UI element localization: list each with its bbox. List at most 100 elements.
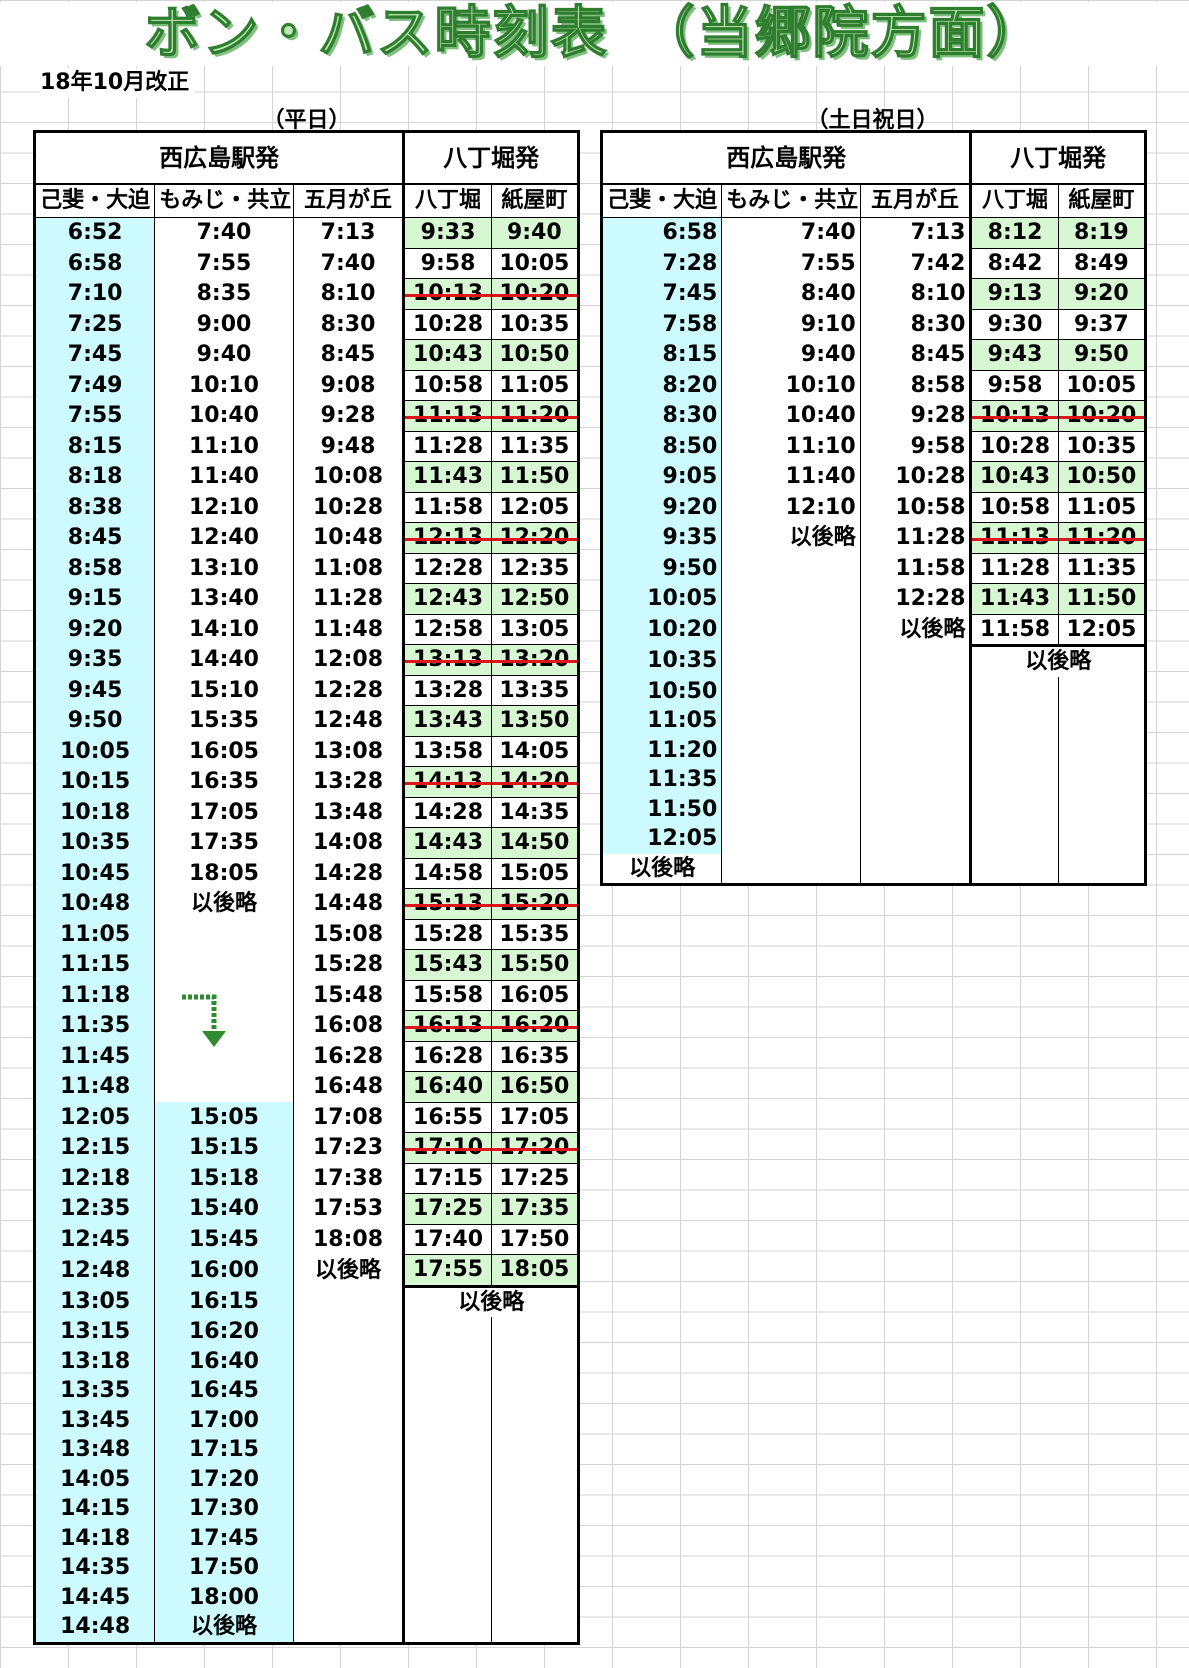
time-cell: 9:40	[490, 217, 581, 249]
time-cell: 12:05	[1057, 613, 1148, 646]
time-cell: 12:45	[32, 1224, 156, 1255]
time-cell: 10:15	[32, 766, 156, 797]
time-cell: 8:38	[32, 492, 156, 523]
column-header: 五月が丘	[859, 184, 973, 218]
time-cell	[292, 1435, 406, 1465]
time-cell: 11:50	[599, 794, 723, 824]
time-cell: 17:40	[403, 1223, 492, 1255]
time-cell	[490, 1464, 581, 1494]
time-cell	[1057, 794, 1148, 824]
time-cell: 16:20	[490, 1010, 581, 1042]
time-cell: 17:45	[154, 1523, 294, 1553]
time-cell: 10:48	[292, 522, 406, 553]
time-cell: 7:45	[32, 339, 156, 370]
time-cell	[970, 676, 1059, 706]
time-cell	[292, 1376, 406, 1406]
time-cell: 12:58	[403, 613, 492, 645]
time-cell	[403, 1582, 492, 1612]
time-cell: 13:10	[154, 553, 294, 584]
time-cell	[154, 1071, 294, 1102]
time-cell	[292, 1317, 406, 1347]
time-cell: 8:30	[859, 309, 973, 340]
green-arrow-down-icon	[182, 994, 226, 1047]
time-cell: 12:35	[32, 1193, 156, 1224]
weekend-timetable: 西広島駅発 八丁堀発 己斐・大迫 もみじ・共立 五月が丘 八丁堀 紙屋町 6:58 7:40 7:…	[599, 130, 1148, 886]
time-cell: 17:38	[292, 1163, 406, 1194]
column-header: 紙屋町	[1057, 184, 1148, 218]
time-cell: 17:00	[154, 1405, 294, 1435]
time-cell: 17:15	[154, 1435, 294, 1465]
time-cell: 9:43	[970, 339, 1059, 371]
time-cell	[292, 1553, 406, 1583]
time-cell: 12:18	[32, 1163, 156, 1194]
time-cell: 9:58	[403, 247, 492, 279]
time-cell: 9:40	[154, 339, 294, 370]
time-cell: 11:20	[1057, 522, 1148, 554]
time-cell: 16:35	[490, 1040, 581, 1072]
time-cell: 7:13	[859, 217, 973, 248]
time-cell: 17:15	[403, 1162, 492, 1194]
time-cell: 16:50	[490, 1071, 581, 1103]
time-cell: 11:28	[292, 583, 406, 614]
time-cell: 8:19	[1057, 217, 1148, 249]
time-cell: 15:18	[154, 1163, 294, 1194]
time-cell	[490, 1582, 581, 1612]
time-cell: 16:28	[292, 1041, 406, 1072]
cancelled-time: 16:13	[413, 1013, 484, 1038]
time-cell: 11:35	[1057, 552, 1148, 584]
time-cell	[154, 919, 294, 950]
time-cell: 11:05	[599, 706, 723, 736]
group-header-nishihiroshima: 西広島駅発	[32, 130, 405, 185]
time-cell: 10:50	[490, 339, 581, 371]
time-cell: 10:05	[599, 583, 723, 614]
time-cell: 11:58	[403, 491, 492, 523]
time-cell: 10:20	[1057, 400, 1148, 432]
time-cell	[721, 706, 861, 736]
time-cell: 9:35	[32, 644, 156, 675]
time-cell: 13:20	[490, 644, 581, 676]
time-cell: 15:28	[403, 918, 492, 950]
time-cell: 14:28	[292, 858, 406, 889]
time-cell: 9:45	[32, 675, 156, 706]
time-cell	[1057, 824, 1148, 854]
time-cell	[970, 706, 1059, 736]
time-cell: 8:40	[721, 278, 861, 309]
time-cell: 10:35	[490, 308, 581, 340]
time-cell: 7:55	[154, 248, 294, 279]
time-cell: 14:13	[403, 766, 492, 798]
time-cell	[490, 1405, 581, 1435]
time-cell: 16:13	[403, 1010, 492, 1042]
time-cell: 17:23	[292, 1132, 406, 1163]
time-cell: 8:30	[599, 400, 723, 431]
time-cell: 10:10	[154, 370, 294, 401]
weekday-timetable: 西広島駅発 八丁堀発 己斐・大迫 もみじ・共立 五月が丘 八丁堀 紙屋町 6:52 7:40 7:…	[32, 130, 581, 1645]
time-cell: 18:05	[490, 1254, 581, 1287]
column-header: 五月が丘	[292, 184, 406, 218]
time-cell	[721, 735, 861, 765]
time-cell: 10:13	[403, 278, 492, 310]
time-cell: 14:08	[292, 827, 406, 858]
time-cell: 17:20	[490, 1132, 581, 1164]
time-cell: 15:13	[403, 888, 492, 920]
time-cell: 16:45	[154, 1376, 294, 1406]
time-cell: 12:48	[32, 1254, 156, 1286]
time-cell	[721, 645, 861, 677]
time-cell: 11:50	[1057, 583, 1148, 615]
time-cell: 11:43	[403, 461, 492, 493]
time-cell: 13:28	[403, 674, 492, 706]
cancelled-time: 11:13	[980, 525, 1051, 550]
time-cell: 10:10	[721, 370, 861, 401]
time-cell: 以後略	[154, 1612, 294, 1645]
time-cell: 11:15	[32, 949, 156, 980]
column-header: 己斐・大迫	[32, 184, 156, 218]
time-cell: 7:25	[32, 309, 156, 340]
time-cell	[490, 1523, 581, 1553]
cancelled-time: 11:20	[1066, 525, 1137, 550]
time-cell	[403, 1553, 492, 1583]
time-cell: 12:40	[154, 522, 294, 553]
time-cell: 13:48	[32, 1435, 156, 1465]
time-cell: 17:05	[490, 1101, 581, 1133]
cancelled-time: 10:20	[1066, 403, 1137, 428]
time-cell: 13:15	[32, 1317, 156, 1347]
time-cell	[721, 583, 861, 614]
